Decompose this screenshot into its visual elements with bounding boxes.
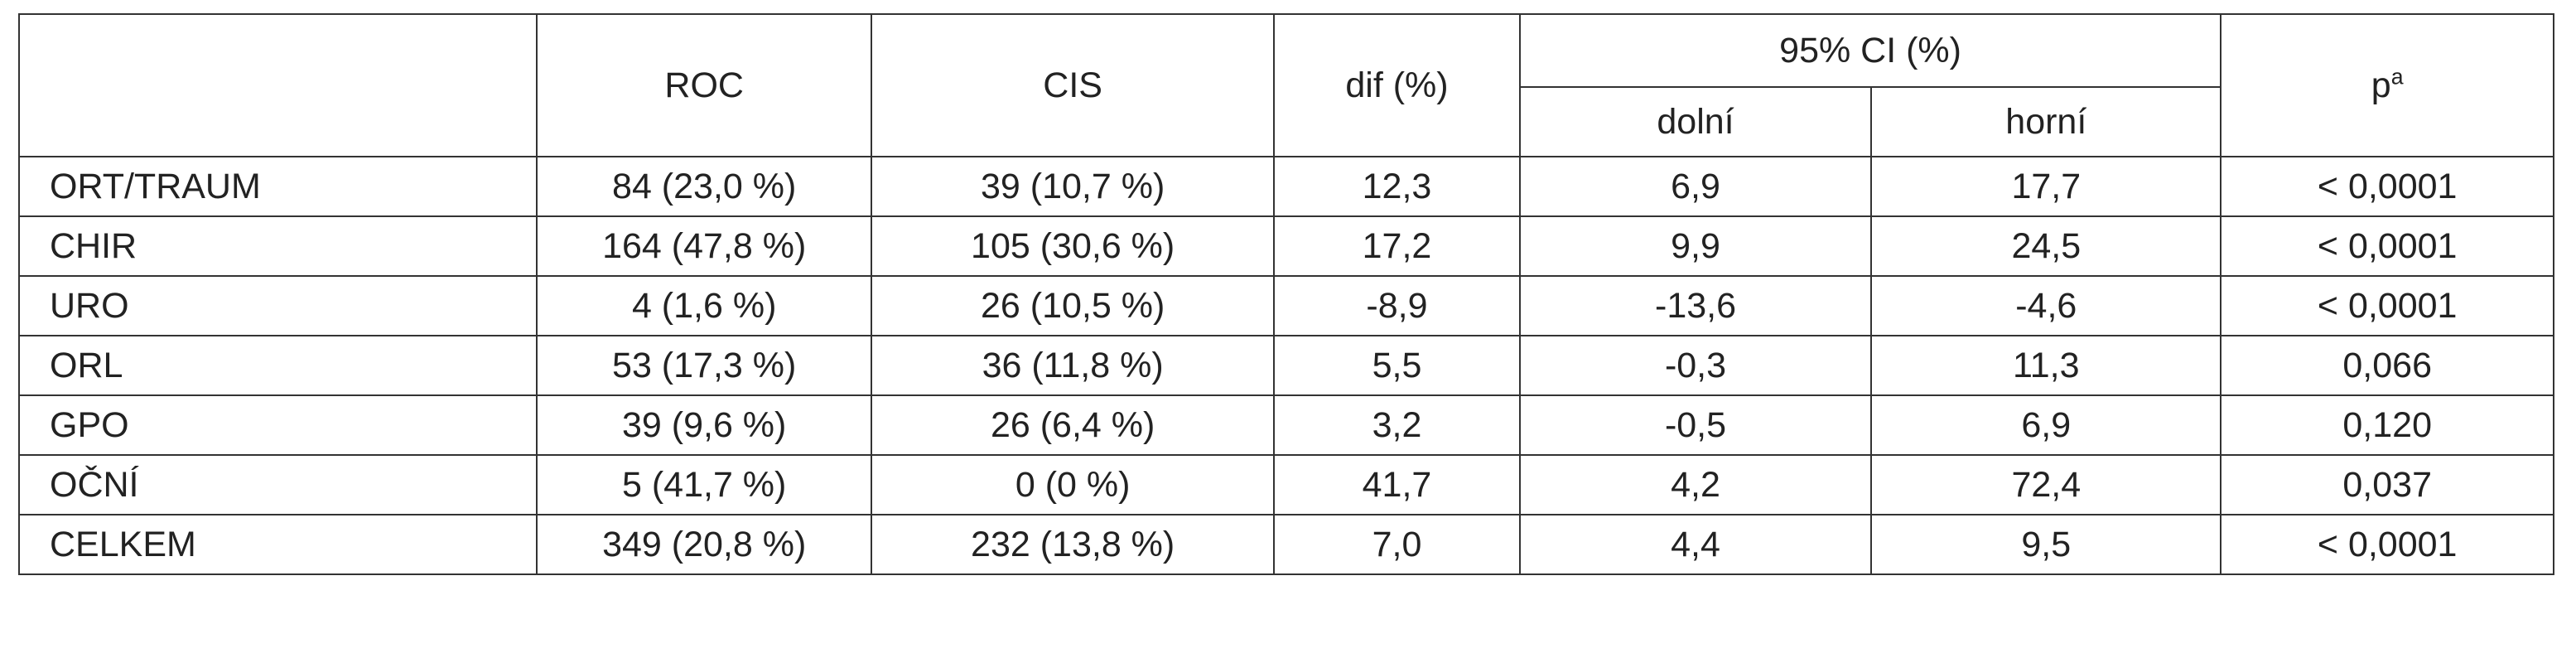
dif-cell: -8,9 (1273, 275, 1521, 336)
cis-cell: 26 (10,5 %) (871, 275, 1276, 336)
cis-cell: 36 (11,8 %) (871, 335, 1276, 396)
ci-upper-cell: 6,9 (1870, 394, 2222, 456)
header-ci-lower: dolní (1518, 86, 1873, 157)
cis-cell: 0 (0 %) (871, 454, 1276, 515)
cis-cell: 232 (13,8 %) (871, 514, 1276, 575)
table-row: CHIR 164 (47,8 %) 105 (30,6 %) 17,2 9,9 … (17, 215, 2554, 277)
dif-cell: 7,0 (1273, 514, 1521, 575)
dif-cell: 3,2 (1273, 394, 1521, 456)
table-header: ROC CIS dif (%) 95% CI (%) pa dolní horn… (17, 13, 2554, 157)
header-dif: dif (%) (1273, 13, 1521, 157)
roc-cell: 39 (9,6 %) (536, 394, 873, 456)
roc-cell: 4 (1,6 %) (536, 275, 873, 336)
table-row: ORL 53 (17,3 %) 36 (11,8 %) 5,5 -0,3 11,… (17, 335, 2554, 396)
ci-lower-cell: 9,9 (1518, 215, 1873, 277)
roc-cell: 349 (20,8 %) (536, 514, 873, 575)
ci-lower-cell: 6,9 (1518, 156, 1873, 217)
ci-upper-cell: 11,3 (1870, 335, 2222, 396)
results-table: ROC CIS dif (%) 95% CI (%) pa dolní horn… (17, 13, 2554, 575)
header-empty-cell (17, 13, 538, 157)
table-row: ORT/TRAUM 84 (23,0 %) 39 (10,7 %) 12,3 6… (17, 156, 2554, 217)
ci-lower-cell: 4,2 (1518, 454, 1873, 515)
table-row: GPO 39 (9,6 %) 26 (6,4 %) 3,2 -0,5 6,9 0… (17, 394, 2554, 456)
ci-upper-cell: 72,4 (1870, 454, 2222, 515)
ci-upper-cell: 24,5 (1870, 215, 2222, 277)
header-p-label: p (2371, 65, 2391, 105)
cis-cell: 39 (10,7 %) (871, 156, 1276, 217)
ci-lower-cell: -0,3 (1518, 335, 1873, 396)
dif-cell: 17,2 (1273, 215, 1521, 277)
row-label: OČNÍ (17, 454, 538, 515)
ci-lower-cell: -13,6 (1518, 275, 1873, 336)
p-cell: < 0,0001 (2220, 514, 2554, 575)
dif-cell: 41,7 (1273, 454, 1521, 515)
table-body: ORT/TRAUM 84 (23,0 %) 39 (10,7 %) 12,3 6… (17, 156, 2554, 575)
row-label: ORL (17, 335, 538, 396)
dif-cell: 5,5 (1273, 335, 1521, 396)
roc-cell: 53 (17,3 %) (536, 335, 873, 396)
header-p-superscript: a (2390, 64, 2404, 90)
row-label: GPO (17, 394, 538, 456)
cis-cell: 26 (6,4 %) (871, 394, 1276, 456)
p-cell: < 0,0001 (2220, 156, 2554, 217)
ci-lower-cell: -0,5 (1518, 394, 1873, 456)
row-label: ORT/TRAUM (17, 156, 538, 217)
p-cell: < 0,0001 (2220, 275, 2554, 336)
roc-cell: 5 (41,7 %) (536, 454, 873, 515)
header-ci: 95% CI (%) (1518, 13, 2222, 88)
table-row: OČNÍ 5 (41,7 %) 0 (0 %) 41,7 4,2 72,4 0,… (17, 454, 2554, 515)
row-label: URO (17, 275, 538, 336)
header-p: pa (2220, 13, 2554, 157)
p-cell: 0,120 (2220, 394, 2554, 456)
dif-cell: 12,3 (1273, 156, 1521, 217)
row-label: CELKEM (17, 514, 538, 575)
p-cell: 0,066 (2220, 335, 2554, 396)
p-cell: 0,037 (2220, 454, 2554, 515)
cis-cell: 105 (30,6 %) (871, 215, 1276, 277)
ci-lower-cell: 4,4 (1518, 514, 1873, 575)
ci-upper-cell: 17,7 (1870, 156, 2222, 217)
header-roc: ROC (536, 13, 873, 157)
table-row: CELKEM 349 (20,8 %) 232 (13,8 %) 7,0 4,4… (17, 514, 2554, 575)
header-cis: CIS (871, 13, 1276, 157)
roc-cell: 164 (47,8 %) (536, 215, 873, 277)
table-row: URO 4 (1,6 %) 26 (10,5 %) -8,9 -13,6 -4,… (17, 275, 2554, 336)
ci-upper-cell: -4,6 (1870, 275, 2222, 336)
row-label: CHIR (17, 215, 538, 277)
roc-cell: 84 (23,0 %) (536, 156, 873, 217)
p-cell: < 0,0001 (2220, 215, 2554, 277)
header-ci-upper: horní (1870, 86, 2222, 157)
ci-upper-cell: 9,5 (1870, 514, 2222, 575)
